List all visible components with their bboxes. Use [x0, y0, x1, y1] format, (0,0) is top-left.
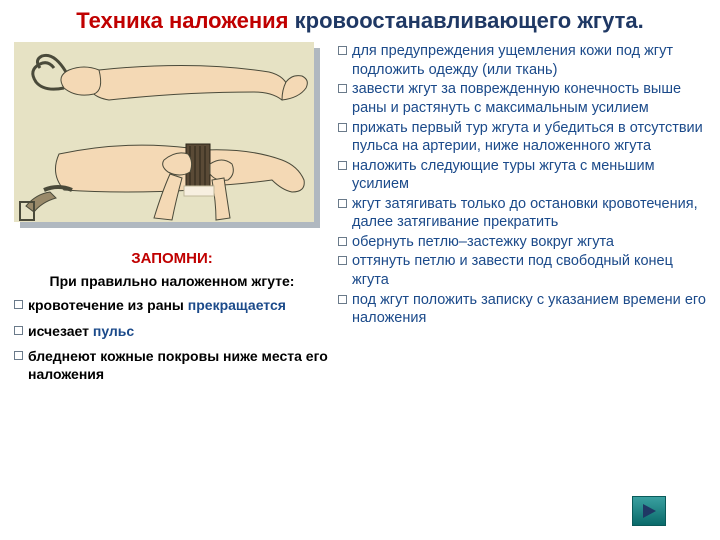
list-item: прижать первый тур жгута и убедиться в о… [338, 119, 708, 156]
step-text: обернуть петлю–застежку вокруг жгута [352, 233, 614, 252]
left-column: ЗАПОМНИ: При правильно наложенном жгуте:… [12, 42, 332, 391]
bullet-icon [338, 46, 347, 55]
title-blue: кровоостанавливающего жгута. [295, 8, 644, 33]
bullet-icon [338, 161, 347, 170]
bullet-icon [14, 300, 23, 309]
bullet-icon [338, 295, 347, 304]
remember-list: кровотечение из раны прекращается исчеза… [12, 297, 332, 383]
title-red: Техника наложения [76, 8, 288, 33]
list-text: исчезает пульс [28, 323, 134, 341]
right-column: для предупреждения ущемления кожи под жг… [332, 42, 708, 391]
list-item: жгут затягивать только до остановки кров… [338, 195, 708, 232]
bullet-icon [338, 237, 347, 246]
bullet-icon [338, 199, 347, 208]
illustration [14, 42, 314, 222]
bullet-icon [14, 351, 23, 360]
list-item: завести жгут за поврежденную конечность … [338, 80, 708, 117]
step-text: завести жгут за поврежденную конечность … [352, 80, 708, 117]
list-item: обернуть петлю–застежку вокруг жгута [338, 233, 708, 252]
list-text: кровотечение из раны прекращается [28, 297, 286, 315]
bullet-icon [14, 326, 23, 335]
play-icon [640, 502, 658, 520]
remember-subheading: При правильно наложенном жгуте: [12, 273, 332, 289]
step-text: под жгут положить записку с указанием вр… [352, 291, 708, 328]
list-item: бледнеют кожные покровы ниже места его н… [14, 348, 332, 383]
list-item: оттянуть петлю и завести под свободный к… [338, 252, 708, 289]
list-item: для предупреждения ущемления кожи под жг… [338, 42, 708, 79]
steps-list: для предупреждения ущемления кожи под жг… [338, 42, 708, 327]
content: ЗАПОМНИ: При правильно наложенном жгуте:… [0, 38, 720, 391]
illustration-shadow [20, 48, 320, 228]
list-item: наложить следующие туры жгута с меньшим … [338, 157, 708, 194]
step-text: прижать первый тур жгута и убедиться в о… [352, 119, 708, 156]
bullet-icon [338, 84, 347, 93]
bullet-icon [338, 256, 347, 265]
next-button[interactable] [632, 496, 666, 526]
remember-heading: ЗАПОМНИ: [12, 250, 332, 267]
list-text: бледнеют кожные покровы ниже места его н… [28, 348, 332, 383]
list-item: кровотечение из раны прекращается [14, 297, 332, 315]
list-item: под жгут положить записку с указанием вр… [338, 291, 708, 328]
step-text: для предупреждения ущемления кожи под жг… [352, 42, 708, 79]
bullet-icon [338, 123, 347, 132]
list-item: исчезает пульс [14, 323, 332, 341]
page-title: Техника наложения кровоостанавливающего … [0, 0, 720, 38]
step-text: жгут затягивать только до остановки кров… [352, 195, 708, 232]
step-text: оттянуть петлю и завести под свободный к… [352, 252, 708, 289]
step-text: наложить следующие туры жгута с меньшим … [352, 157, 708, 194]
